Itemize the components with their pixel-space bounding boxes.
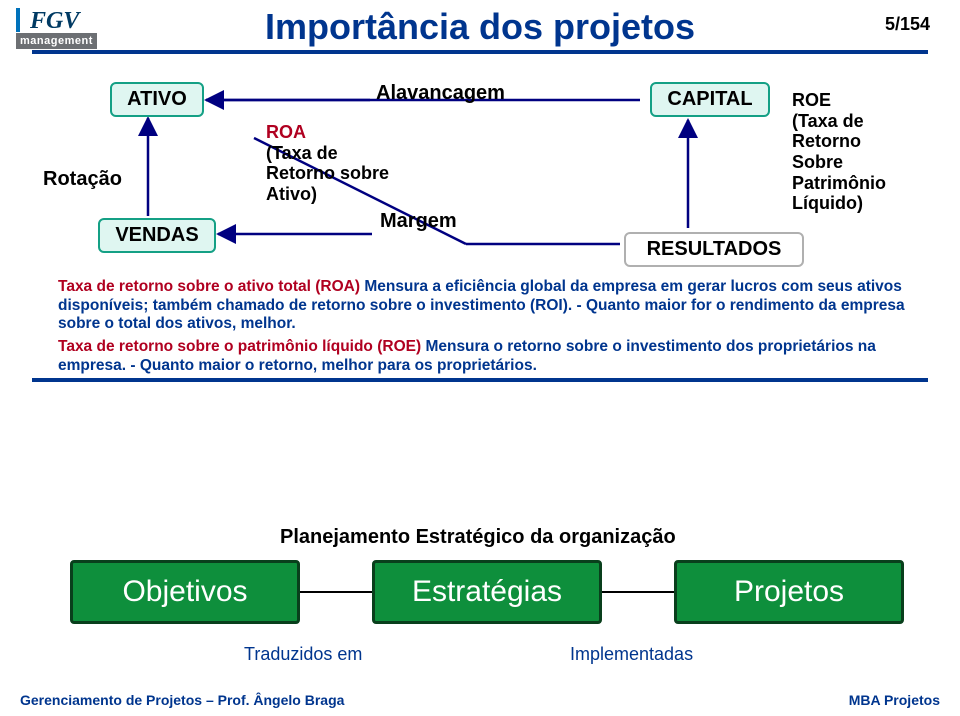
footer-left: Gerenciamento de Projetos – Prof. Ângelo… [20,692,344,710]
box-resultados: RESULTADOS [624,232,804,267]
roa-block: ROA (Taxa de Retorno sobre Ativo) [266,122,389,205]
roe-block: ROE (Taxa de Retorno Sobre Patrimônio Lí… [792,90,886,214]
page-title: Importância dos projetos [210,6,750,48]
paragraph-roe: Taxa de retorno sobre o patrimônio líqui… [58,338,920,375]
sublabel-implementadas: Implementadas [570,644,693,665]
roa-l4: Ativo) [266,184,389,205]
page-counter: 5/154 [885,14,930,35]
label-alavancagem: Alavancagem [376,82,505,105]
box-capital: CAPITAL [650,82,770,117]
roe-l6: Líquido) [792,193,886,214]
para2-prefix: Taxa de retorno sobre o patrimônio líqui… [58,338,425,355]
planning-title: Planejamento Estratégico da organização [280,526,676,549]
box-vendas: VENDAS [98,218,216,253]
label-margem: Margem [380,210,457,233]
sublabel-traduzidos: Traduzidos em [244,644,362,665]
rule-top [32,50,928,54]
brand-logo: FGV management [16,8,97,49]
roe-l2: (Taxa de [792,111,886,132]
logo-fgv-letters: FGV [30,8,79,34]
label-rotacao: Rotação [43,168,122,191]
logo-bar-icon [16,8,20,32]
roa-l3: Retorno sobre [266,163,389,184]
para1-prefix: Taxa de retorno sobre o ativo total (ROA… [58,278,364,295]
footer-right: MBA Projetos [849,692,940,710]
roe-l4: Sobre [792,152,886,173]
box-projetos: Projetos [674,560,904,624]
footer: Gerenciamento de Projetos – Prof. Ângelo… [20,692,940,710]
logo-management: management [16,33,97,49]
roe-l1: ROE [792,90,886,111]
roa-l1: ROA [266,122,389,143]
rule-mid [32,378,928,382]
box-ativo: ATIVO [110,82,204,117]
roe-l3: Retorno [792,131,886,152]
logo-fgv-text: FGV [16,8,97,35]
roe-l5: Patrimônio [792,173,886,194]
box-objetivos: Objetivos [70,560,300,624]
paragraph-roa: Taxa de retorno sobre o ativo total (ROA… [58,278,920,334]
box-estrategias: Estratégias [372,560,602,624]
roa-l2: (Taxa de [266,143,389,164]
